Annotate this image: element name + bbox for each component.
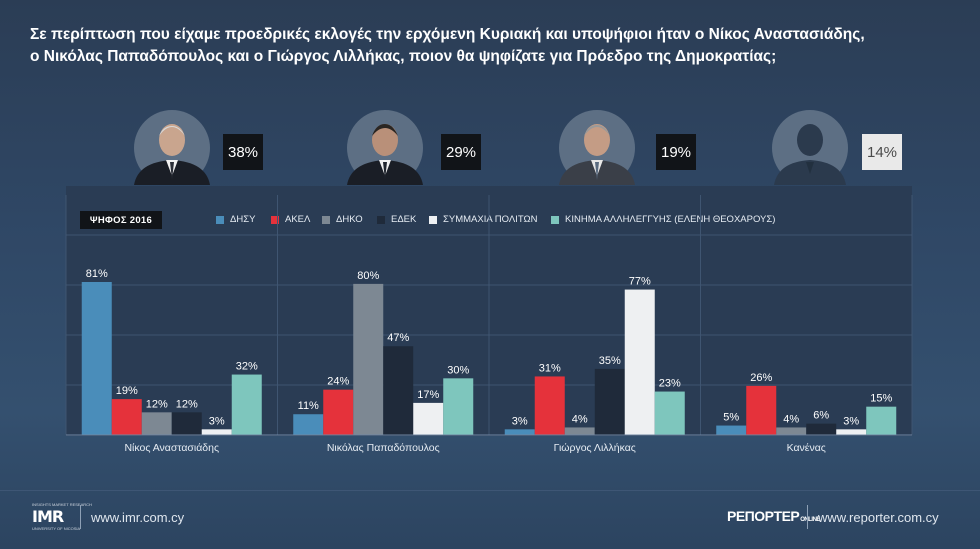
data-label: 19% <box>116 385 138 397</box>
bar <box>413 402 444 435</box>
data-label: 3% <box>843 415 859 427</box>
reporter-logo: ΡΕΠΟΡΤΕΡONLINE <box>727 508 820 524</box>
legend-swatch <box>429 215 437 224</box>
imr-logo-tagline-top: INSIGHTS MARKET RESEARCH <box>32 502 92 507</box>
reporter-url-link[interactable]: www.reporter.com.cy <box>818 510 939 525</box>
legend-item-symmachia: ΣΥΜΜΑΧΙΑ ΠΟΛΙΤΩΝ <box>429 214 537 225</box>
question-title: Σε περίπτωση που είχαμε προεδρικές εκλογ… <box>30 24 930 68</box>
question-line-1: Σε περίπτωση που είχαμε προεδρικές εκλογ… <box>30 26 865 43</box>
data-label: 4% <box>572 413 588 425</box>
bar <box>534 376 565 435</box>
legend-label: ΕΔΕΚ <box>391 214 417 225</box>
bar <box>353 283 384 435</box>
footer-separator <box>807 505 808 529</box>
person-photo-icon <box>559 110 635 185</box>
candidate-anastasiadis <box>132 110 222 185</box>
data-label: 26% <box>750 372 772 384</box>
footer-divider <box>0 490 980 491</box>
bar <box>383 346 414 435</box>
data-label: 4% <box>783 413 799 425</box>
data-label: 11% <box>298 400 319 412</box>
data-label: 17% <box>417 389 439 401</box>
data-label: 5% <box>723 412 739 424</box>
candidate-percent-box: 14% <box>862 134 902 170</box>
reporter-logo-suffix: ONLINE <box>800 517 820 523</box>
data-label: 81% <box>86 268 108 280</box>
legend-swatch <box>377 215 385 224</box>
legend-item-edek: ΕΔΕΚ <box>377 214 416 225</box>
legend-label: ΣΥΜΜΑΧΙΑ ΠΟΛΙΤΩΝ <box>443 214 538 225</box>
data-label: 12% <box>176 398 198 410</box>
legend-item-diko: ΔΗΚΟ <box>322 214 363 225</box>
question-line-2: ο Νικόλας Παπαδόπουλος και ο Γιώργος Λιλ… <box>30 48 777 65</box>
data-label: 77% <box>629 276 651 288</box>
data-label: 3% <box>209 415 225 427</box>
candidate-papadopoulos <box>345 110 435 185</box>
bar <box>564 427 595 435</box>
reporter-logo-text: ΡΕΠΟΡΤΕΡ <box>727 508 800 524</box>
category-label: Γιώργος Λιλλήκας <box>554 442 636 454</box>
legend-swatch <box>322 215 330 224</box>
bar <box>323 389 354 435</box>
legend-label: ΚΙΝΗΜΑ ΑΛΛΗΛΕΓΓΥΗΣ (ΕΛΕΝΗ ΘΕΟΧΑΡΟΥΣ) <box>565 214 776 225</box>
bar <box>443 378 474 435</box>
category-label: Κανένας <box>787 442 826 454</box>
bar <box>111 399 142 435</box>
category-label: Νίκος Αναστασιάδης <box>124 442 219 454</box>
candidate-nobody <box>770 110 860 185</box>
legend-swatch <box>271 215 279 224</box>
data-label: 32% <box>236 361 258 373</box>
bar <box>866 406 897 435</box>
data-label: 3% <box>512 415 528 427</box>
bar <box>594 368 625 435</box>
bar <box>746 385 777 435</box>
bar <box>293 414 324 435</box>
data-label: 47% <box>387 332 409 344</box>
legend-item-kinima: ΚΙΝΗΜΑ ΑΛΛΗΛΕΓΓΥΗΣ (ΕΛΕΝΗ ΘΕΟΧΑΡΟΥΣ) <box>551 214 775 225</box>
person-photo-icon <box>134 110 210 185</box>
category-label: Νικόλας Παπαδόπουλος <box>327 442 440 454</box>
bar <box>504 429 535 435</box>
candidate-lillikas <box>557 110 647 185</box>
imr-logo-text: IMR <box>32 507 64 526</box>
bar <box>836 429 867 435</box>
legend-label: ΔΗΣΥ <box>230 214 256 225</box>
candidate-percent-box: 19% <box>656 134 696 170</box>
data-label: 80% <box>357 270 379 282</box>
data-label: 30% <box>447 364 469 376</box>
legend-swatch <box>551 215 559 224</box>
imr-logo-tagline-bottom: UNIVERSITY OF NICOSIA <box>32 526 81 531</box>
bar <box>624 289 655 435</box>
footer-separator <box>80 505 81 529</box>
bar <box>171 412 202 435</box>
legend-label: ΔΗΚΟ <box>336 214 363 225</box>
bar <box>231 374 262 435</box>
candidate-percent-box: 29% <box>441 134 481 170</box>
bar <box>81 282 112 435</box>
legend-item-akel: ΑΚΕΛ <box>271 214 310 225</box>
bar <box>776 427 807 435</box>
imr-logo: INSIGHTS MARKET RESEARCH IMR UNIVERSITY … <box>32 502 92 531</box>
legend-swatch <box>216 215 224 224</box>
data-label: 12% <box>146 398 168 410</box>
person-photo-icon <box>347 110 423 185</box>
candidate-percent-box: 38% <box>223 134 263 170</box>
legend-label: ΑΚΕΛ <box>285 214 311 225</box>
bar <box>654 391 685 435</box>
bar <box>141 412 172 435</box>
data-label: 6% <box>813 410 829 422</box>
bar <box>806 423 837 435</box>
legend-item-disy: ΔΗΣΥ <box>216 214 255 225</box>
bar <box>716 425 747 435</box>
person-silhouette-icon <box>772 110 848 185</box>
data-label: 35% <box>599 355 621 367</box>
data-label: 23% <box>659 378 681 390</box>
data-label: 31% <box>539 362 561 374</box>
bar <box>201 429 232 435</box>
data-label: 24% <box>327 376 349 388</box>
legend-title: ΨΗΦΟΣ 2016 <box>80 211 162 229</box>
data-label: 15% <box>870 393 892 405</box>
imr-url-link[interactable]: www.imr.com.cy <box>91 510 185 525</box>
